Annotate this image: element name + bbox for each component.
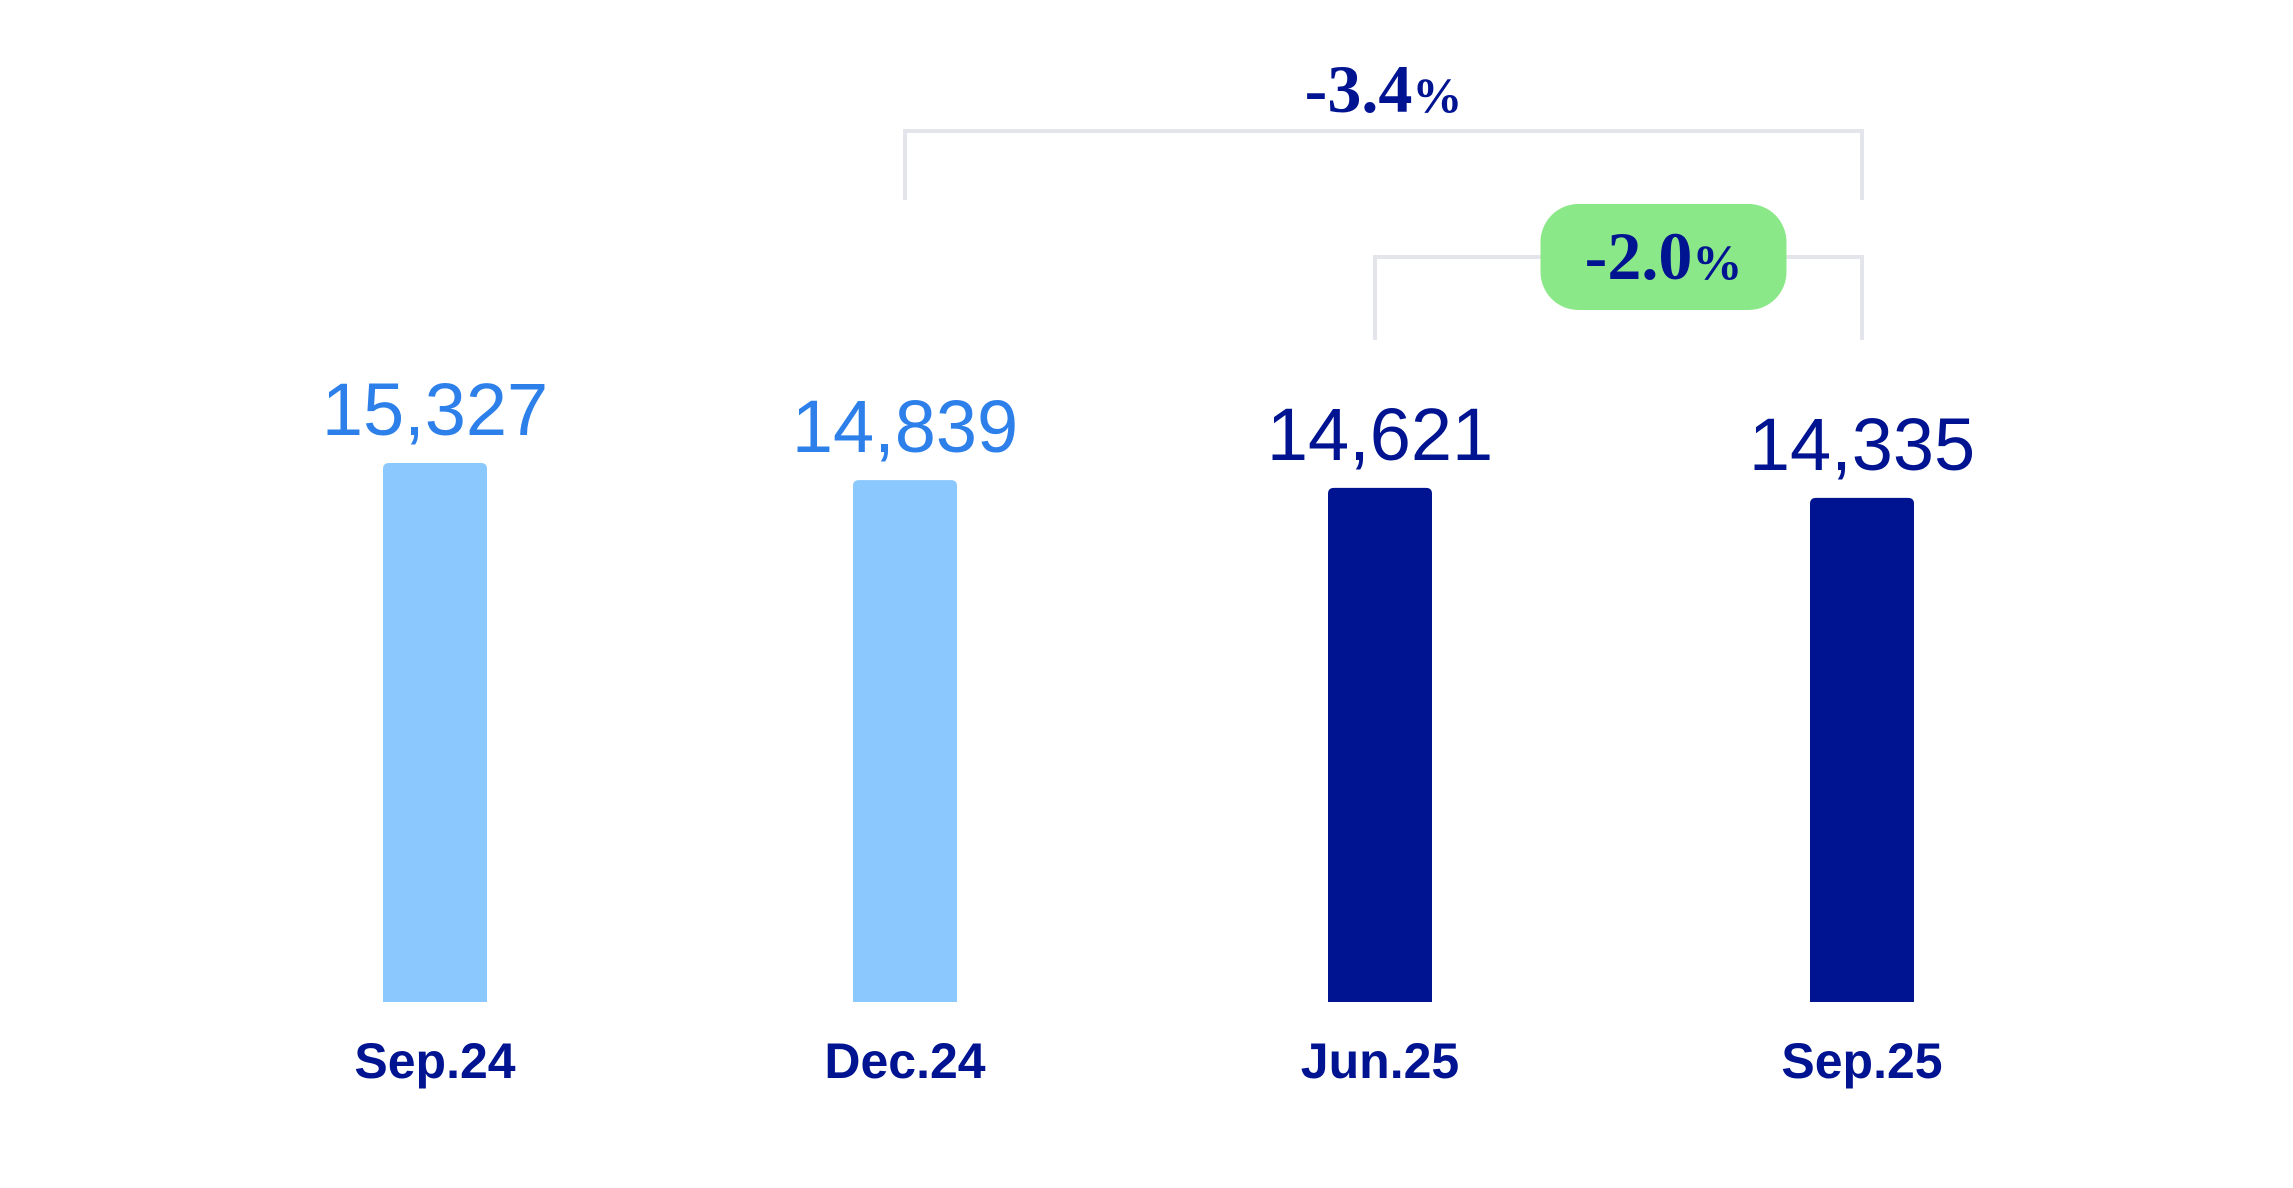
- change-value: -3.4%: [1305, 51, 1463, 127]
- change-annotations: -3.4% -2.0%: [1305, 51, 1787, 310]
- category-label: Sep.25: [1781, 1033, 1942, 1089]
- change-label: -3.4%: [1305, 51, 1463, 127]
- bracket-line: [903, 129, 1864, 200]
- change-badge-background: [1540, 204, 1787, 310]
- category-label: Sep.24: [354, 1033, 515, 1089]
- bar-jun-25: [1328, 487, 1432, 1002]
- category-label: Jun.25: [1301, 1033, 1459, 1089]
- value-label: 14,621: [1267, 393, 1493, 476]
- bars: [383, 463, 1914, 1002]
- category-label: Dec.24: [824, 1033, 985, 1089]
- bar-sep-25: [1810, 497, 1914, 1002]
- change-value: -2.0%: [1585, 218, 1743, 294]
- bar-dec-24: [853, 480, 957, 1002]
- change-badge: -2.0%: [1540, 204, 1787, 310]
- value-label: 15,327: [322, 368, 548, 451]
- category-labels: Sep.24 Dec.24 Jun.25 Sep.25: [354, 1033, 1942, 1089]
- value-labels: 15,327 14,839 14,621 14,335: [322, 368, 1975, 486]
- value-label: 14,335: [1749, 403, 1975, 486]
- value-label: 14,839: [792, 385, 1018, 468]
- bar-sep-24: [383, 463, 487, 1002]
